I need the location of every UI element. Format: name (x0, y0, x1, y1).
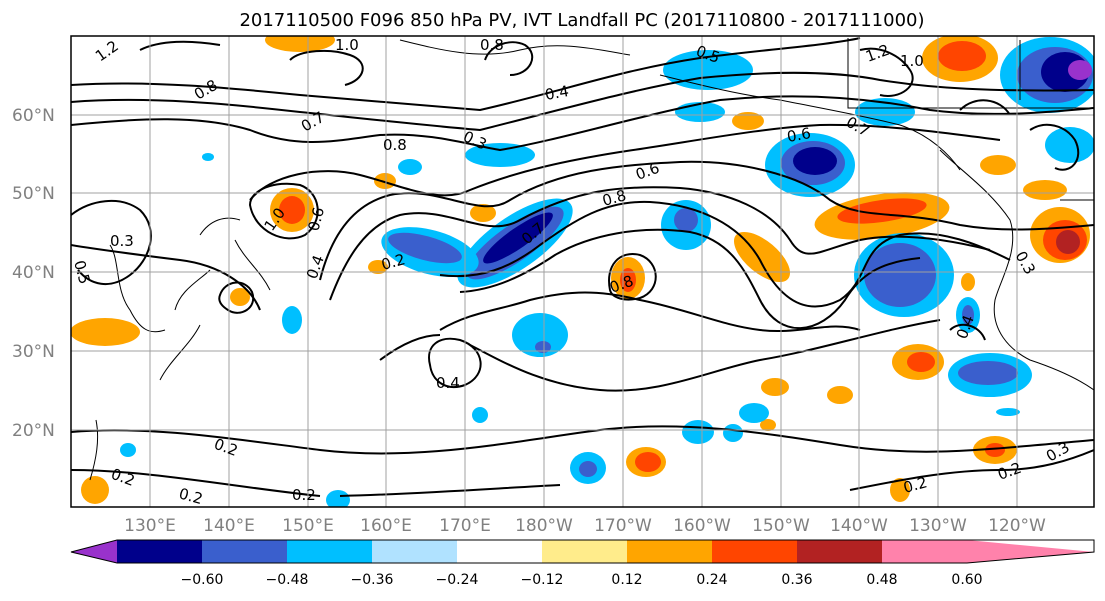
colorbar-segment (542, 540, 627, 563)
colorbar-extend-max (967, 540, 1094, 563)
contour-label: 0.2 (177, 484, 205, 508)
anomaly-negative (120, 37, 1094, 507)
contour-label: 0.8 (480, 36, 504, 54)
colorbar-tick: −0.12 (521, 572, 564, 588)
colorbar-outline (70, 539, 1095, 564)
colorbar-segment (797, 540, 882, 563)
colorbar-tick: 0.48 (866, 572, 897, 588)
lon-label: 160°E (360, 516, 412, 536)
lon-label: 130°E (124, 516, 176, 536)
shading-layer (71, 36, 1094, 507)
lon-label: 120°W (988, 516, 1046, 536)
contour-label: 1.0 (335, 36, 359, 54)
colorbar-tick: 0.24 (696, 572, 727, 588)
contour-label: 0.6 (786, 124, 813, 146)
contour-label: 0.2 (292, 486, 316, 504)
colorbar-tick: −0.60 (181, 572, 224, 588)
lon-label: 150°W (752, 516, 810, 536)
map-frame (70, 35, 1095, 508)
lon-label: 140°W (830, 516, 888, 536)
lat-label: 30°N (12, 342, 55, 362)
contour-label: 0.2 (901, 473, 929, 497)
contour-labels: 1.2 0.8 1.0 0.8 0.5 1.2 1.0 0.4 0.7 0.8 … (70, 36, 1073, 508)
lon-label: 130°W (909, 516, 967, 536)
contour-label: 0.5 (70, 258, 94, 286)
colorbar-segment (712, 540, 797, 563)
lon-label: 140°E (203, 516, 255, 536)
lon-label: 180°W (515, 516, 573, 536)
lon-label: 170°E (439, 516, 491, 536)
anomaly-positive (71, 36, 1090, 504)
colorbar-tick: −0.36 (351, 572, 394, 588)
contour-label: 0.2 (379, 250, 407, 274)
colorbar-segment (372, 540, 457, 563)
map-panel: 1.2 0.8 1.0 0.8 0.5 1.2 1.0 0.4 0.7 0.8 … (70, 35, 1095, 508)
colorbar-segment (457, 540, 542, 563)
contour-label: 0.4 (544, 82, 571, 104)
lon-label: 150°E (282, 516, 334, 536)
contour-label: 0.8 (600, 186, 628, 210)
contour-label: 0.6 (304, 205, 328, 233)
colorbar-tick: −0.48 (266, 572, 309, 588)
graticule (71, 36, 1094, 507)
colorbar-tick: 0.60 (951, 572, 982, 588)
contour-label: 0.8 (383, 136, 407, 154)
coastlines (89, 38, 1094, 481)
colorbar-tick: 0.12 (611, 572, 642, 588)
lat-label: 50°N (12, 184, 55, 204)
lat-label: 60°N (12, 106, 55, 126)
lat-label: 40°N (12, 263, 55, 283)
figure-title: 2017110500 F096 850 hPa PV, IVT Landfall… (239, 10, 924, 31)
lat-label: 20°N (12, 421, 55, 441)
lat-axis: 60°N 50°N 40°N 30°N 20°N (12, 106, 55, 441)
colorbar-tick: −0.24 (436, 572, 479, 588)
lon-label: 160°W (673, 516, 731, 536)
contour-label: 0.4 (436, 374, 460, 392)
lon-label: 170°W (594, 516, 652, 536)
colorbar-tick: 0.36 (781, 572, 812, 588)
colorbar: −0.60 −0.48 −0.36 −0.24 −0.12 0.12 0.24 … (70, 539, 1095, 588)
contour-label: 1.0 (900, 52, 924, 70)
colorbar-extend-min (71, 540, 117, 563)
colorbar-segment (287, 540, 372, 563)
pv-contours (71, 37, 1094, 497)
lon-axis: 130°E 140°E 150°E 160°E 170°E 180°W 170°… (124, 516, 1046, 536)
colorbar-segment (117, 540, 202, 563)
colorbar-segment (202, 540, 287, 563)
contour-label: 0.3 (110, 232, 134, 250)
colorbar-segment (882, 540, 967, 563)
colorbar-segment (627, 540, 712, 563)
